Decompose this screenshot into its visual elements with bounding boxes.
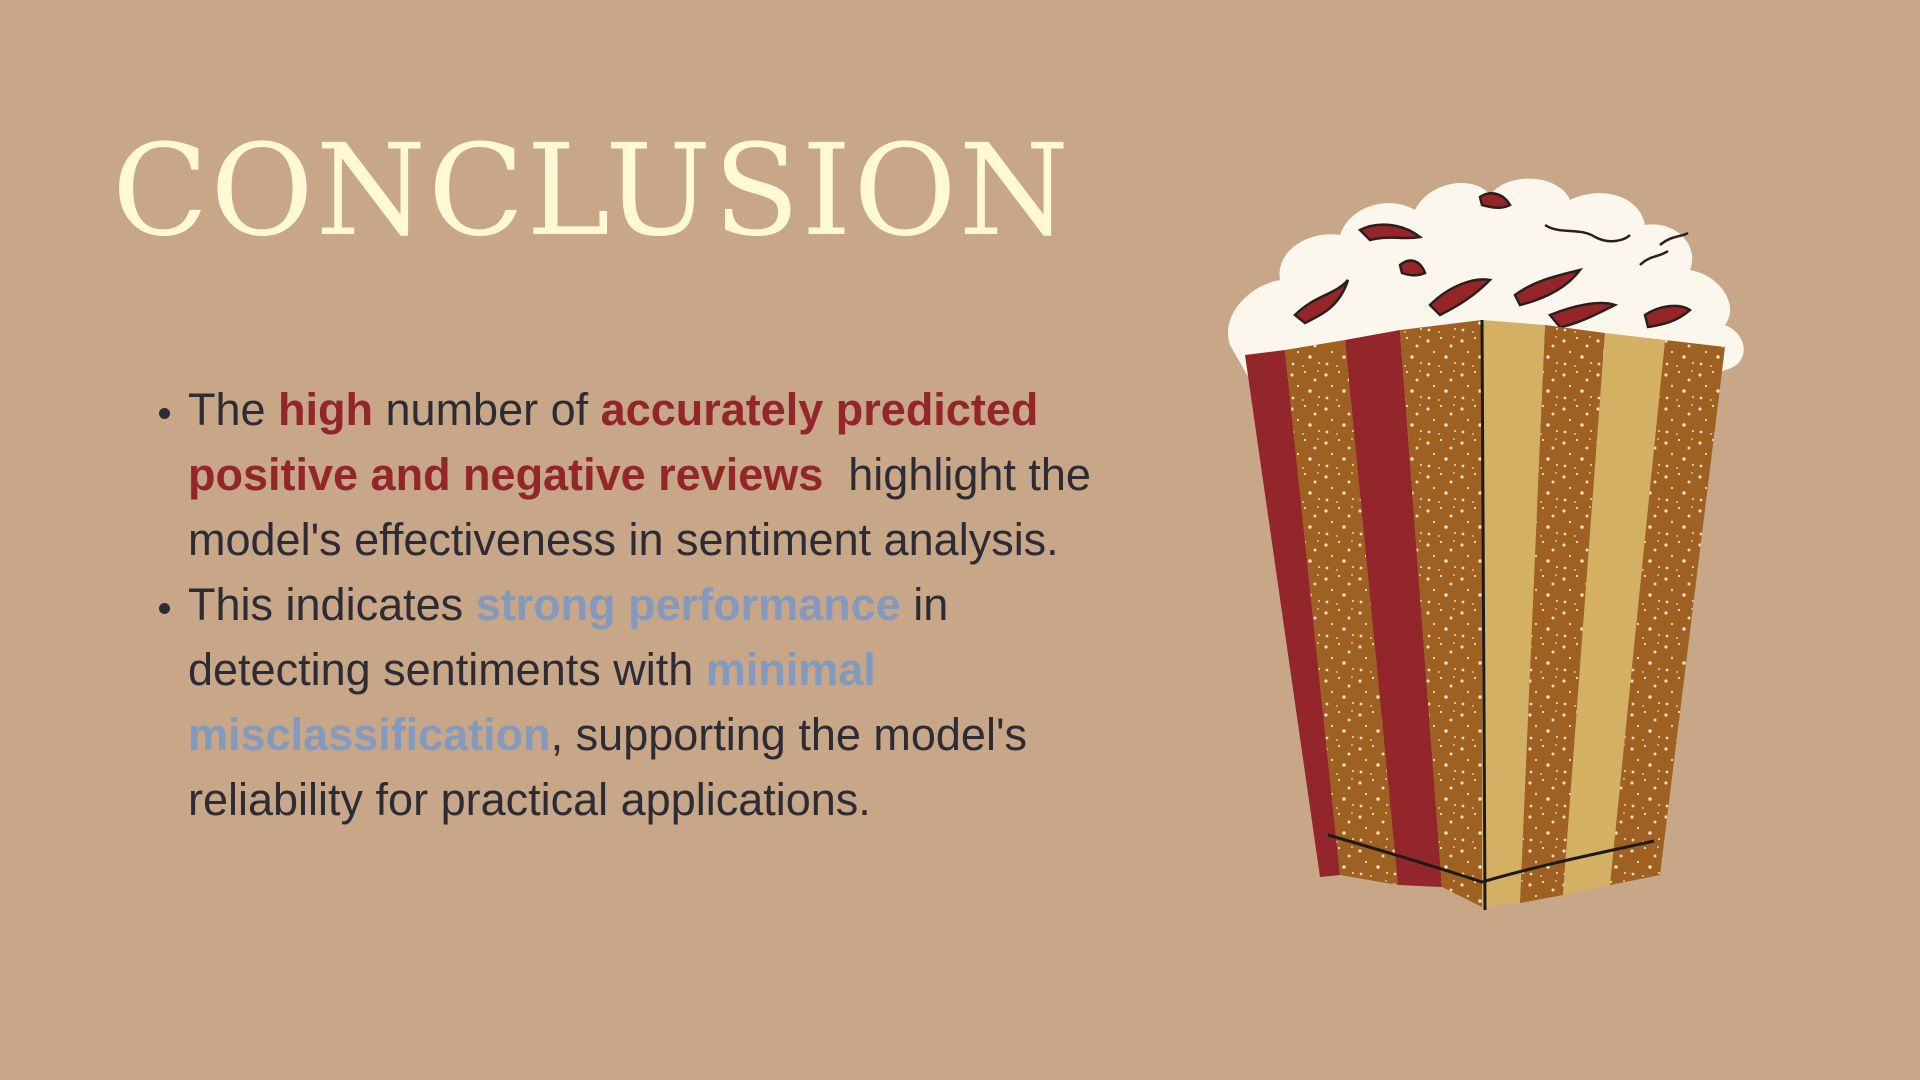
slide-title: CONCLUSION — [112, 117, 1071, 264]
emphasis-high: high — [278, 384, 374, 435]
emphasis-strong-performance: strong performance — [475, 579, 901, 630]
bullet-text: in detecting sentiments with — [188, 579, 949, 695]
conclusion-bullet-list: The high number of accurately predicted … — [150, 377, 1128, 832]
emphasis-accurate-predictions: accurately predicted positive and negati… — [188, 384, 1039, 500]
bullet-text: The — [188, 384, 279, 435]
bullet-item-accuracy: The high number of accurately predicted … — [188, 377, 1128, 572]
bullet-text: , supporting the model's reliability for… — [188, 709, 1028, 825]
popcorn-bucket-icon — [1228, 178, 1744, 911]
popcorn-kernels — [1228, 178, 1744, 380]
bucket-texture — [1285, 320, 1725, 907]
emphasis-minimal-misclassification: minimal misclassification — [188, 644, 876, 760]
bullet-text: highlight the model's effectiveness in s… — [188, 449, 1104, 565]
bullet-item-performance: This indicates strong performance in det… — [188, 572, 1128, 832]
bullet-text: number of — [373, 384, 601, 435]
bullet-text: This indicates — [188, 579, 476, 630]
